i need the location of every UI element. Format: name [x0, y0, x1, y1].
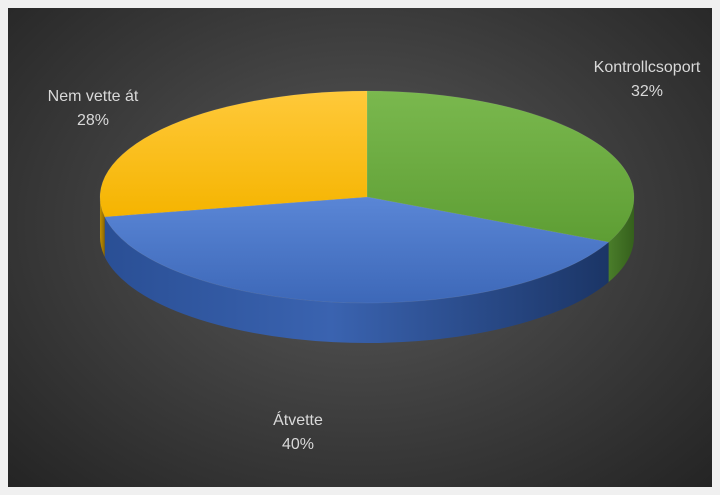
category-label: Átvette — [273, 410, 323, 429]
pie-slice-nem-vette-at[interactable] — [99, 90, 368, 218]
pie-slice-kontrollcsoport[interactable] — [366, 90, 635, 243]
pie-slice-side-nem-vette-at — [100, 197, 105, 257]
percent-label: 32% — [631, 83, 663, 100]
chart-area: Kontrollcsoport 32% Átvette 40% Nem vette át… — [8, 8, 712, 487]
data-label-atvette: Átvette 40% — [273, 410, 323, 453]
percent-label: 28% — [77, 112, 109, 129]
pie-slice-side-atvette — [104, 216, 609, 343]
category-label: Nem vette át — [48, 88, 139, 105]
percent-label: 40% — [282, 436, 314, 453]
pie-slice-side-kontrollcsoport — [608, 197, 634, 283]
data-label-nem-vette-at: Nem vette át 28% — [48, 88, 139, 129]
pie-chart: Kontrollcsoport 32% Átvette 40% Nem vette át… — [48, 59, 701, 453]
data-label-kontrollcsoport: Kontrollcsoport 32% — [594, 59, 701, 100]
category-label: Kontrollcsoport — [594, 59, 701, 76]
pie-slice-atvette[interactable] — [104, 196, 610, 304]
